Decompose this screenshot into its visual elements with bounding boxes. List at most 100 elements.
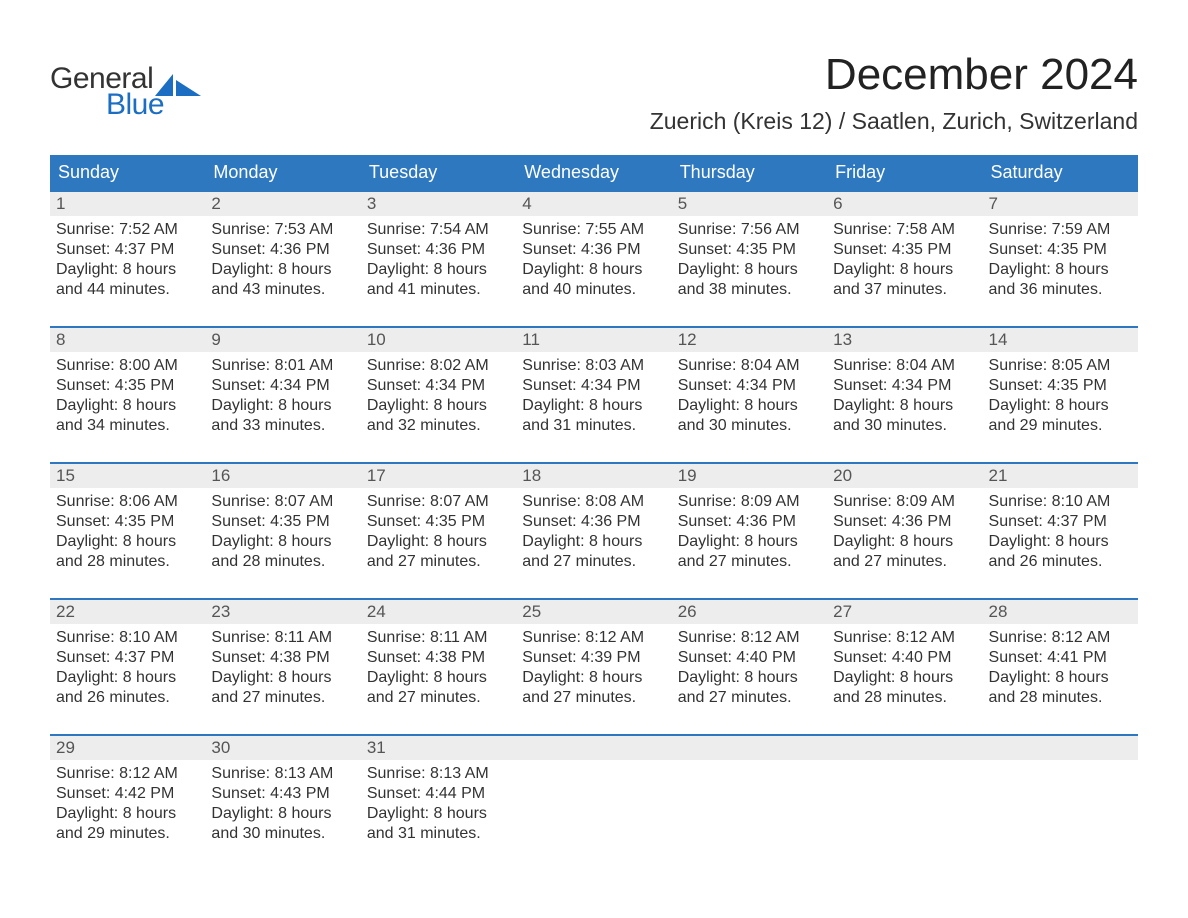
logo-text-blue: Blue	[106, 88, 164, 122]
daylight-text: Daylight: 8 hours	[367, 533, 487, 550]
day-number: 29	[50, 735, 205, 760]
day-cell: Sunrise: 8:00 AMSunset: 4:35 PMDaylight:…	[50, 352, 205, 463]
daylight-text: Daylight: 8 hours	[367, 397, 487, 414]
day-cell	[983, 760, 1138, 850]
daylight-text: Daylight: 8 hours	[678, 533, 798, 550]
sunrise-text: Sunrise: 8:12 AM	[989, 629, 1111, 646]
day-number: 11	[516, 327, 671, 352]
week-body-row: Sunrise: 8:00 AMSunset: 4:35 PMDaylight:…	[50, 352, 1138, 463]
daylight-text: Daylight: 8 hours	[522, 669, 642, 686]
daylight-text: and 29 minutes.	[56, 825, 170, 842]
sunrise-text: Sunrise: 8:06 AM	[56, 493, 178, 510]
daylight-text: Daylight: 8 hours	[211, 805, 331, 822]
day-cell: Sunrise: 8:12 AMSunset: 4:40 PMDaylight:…	[827, 624, 982, 735]
sunset-text: Sunset: 4:37 PM	[989, 513, 1107, 530]
daylight-text: Daylight: 8 hours	[522, 533, 642, 550]
daylight-text: and 31 minutes.	[522, 417, 636, 434]
daylight-text: and 27 minutes.	[678, 689, 792, 706]
sunrise-text: Sunrise: 7:56 AM	[678, 221, 800, 238]
sunrise-text: Sunrise: 8:13 AM	[367, 765, 489, 782]
sunrise-text: Sunrise: 8:07 AM	[367, 493, 489, 510]
daylight-text: and 27 minutes.	[678, 553, 792, 570]
sunset-text: Sunset: 4:35 PM	[211, 513, 329, 530]
day-number: 13	[827, 327, 982, 352]
daylight-text: Daylight: 8 hours	[989, 397, 1109, 414]
daylight-text: Daylight: 8 hours	[833, 533, 953, 550]
sunrise-text: Sunrise: 8:05 AM	[989, 357, 1111, 374]
weekday-header: Friday	[827, 155, 982, 191]
sunset-text: Sunset: 4:36 PM	[833, 513, 951, 530]
logo: General Blue	[50, 50, 201, 122]
daylight-text: and 32 minutes.	[367, 417, 481, 434]
day-number	[827, 735, 982, 760]
day-number: 9	[205, 327, 360, 352]
sunrise-text: Sunrise: 8:04 AM	[678, 357, 800, 374]
day-cell: Sunrise: 8:11 AMSunset: 4:38 PMDaylight:…	[361, 624, 516, 735]
sunset-text: Sunset: 4:36 PM	[678, 513, 796, 530]
week-number-row: 1 2 3 4 5 6 7	[50, 191, 1138, 216]
daylight-text: Daylight: 8 hours	[678, 669, 798, 686]
weekday-header-row: Sunday Monday Tuesday Wednesday Thursday…	[50, 155, 1138, 191]
sunrise-text: Sunrise: 8:09 AM	[678, 493, 800, 510]
day-cell: Sunrise: 7:54 AMSunset: 4:36 PMDaylight:…	[361, 216, 516, 327]
day-cell: Sunrise: 7:59 AMSunset: 4:35 PMDaylight:…	[983, 216, 1138, 327]
sunset-text: Sunset: 4:43 PM	[211, 785, 329, 802]
day-cell: Sunrise: 7:53 AMSunset: 4:36 PMDaylight:…	[205, 216, 360, 327]
sunset-text: Sunset: 4:36 PM	[522, 241, 640, 258]
week-number-row: 8 9 10 11 12 13 14	[50, 327, 1138, 352]
day-number: 4	[516, 191, 671, 216]
sunset-text: Sunset: 4:37 PM	[56, 241, 174, 258]
day-number: 5	[672, 191, 827, 216]
day-cell	[827, 760, 982, 850]
day-number: 27	[827, 599, 982, 624]
sunset-text: Sunset: 4:41 PM	[989, 649, 1107, 666]
sunrise-text: Sunrise: 8:01 AM	[211, 357, 333, 374]
day-number: 8	[50, 327, 205, 352]
daylight-text: Daylight: 8 hours	[211, 533, 331, 550]
day-cell: Sunrise: 8:10 AMSunset: 4:37 PMDaylight:…	[983, 488, 1138, 599]
sunrise-text: Sunrise: 8:03 AM	[522, 357, 644, 374]
sunset-text: Sunset: 4:36 PM	[367, 241, 485, 258]
sunset-text: Sunset: 4:40 PM	[678, 649, 796, 666]
sunrise-text: Sunrise: 7:52 AM	[56, 221, 178, 238]
daylight-text: and 40 minutes.	[522, 281, 636, 298]
sunrise-text: Sunrise: 8:12 AM	[522, 629, 644, 646]
sunrise-text: Sunrise: 8:12 AM	[56, 765, 178, 782]
sunset-text: Sunset: 4:35 PM	[833, 241, 951, 258]
location-subtitle: Zuerich (Kreis 12) / Saatlen, Zurich, Sw…	[650, 108, 1138, 135]
daylight-text: and 28 minutes.	[56, 553, 170, 570]
sunset-text: Sunset: 4:35 PM	[989, 241, 1107, 258]
sunrise-text: Sunrise: 7:54 AM	[367, 221, 489, 238]
day-cell: Sunrise: 8:04 AMSunset: 4:34 PMDaylight:…	[827, 352, 982, 463]
daylight-text: Daylight: 8 hours	[989, 533, 1109, 550]
sunset-text: Sunset: 4:36 PM	[211, 241, 329, 258]
sunset-text: Sunset: 4:34 PM	[522, 377, 640, 394]
daylight-text: and 27 minutes.	[211, 689, 325, 706]
daylight-text: and 43 minutes.	[211, 281, 325, 298]
day-cell: Sunrise: 8:02 AMSunset: 4:34 PMDaylight:…	[361, 352, 516, 463]
daylight-text: Daylight: 8 hours	[56, 533, 176, 550]
day-cell: Sunrise: 8:12 AMSunset: 4:42 PMDaylight:…	[50, 760, 205, 850]
sunrise-text: Sunrise: 7:58 AM	[833, 221, 955, 238]
daylight-text: and 31 minutes.	[367, 825, 481, 842]
sunset-text: Sunset: 4:36 PM	[522, 513, 640, 530]
daylight-text: and 38 minutes.	[678, 281, 792, 298]
day-cell: Sunrise: 7:56 AMSunset: 4:35 PMDaylight:…	[672, 216, 827, 327]
day-number: 28	[983, 599, 1138, 624]
day-cell: Sunrise: 7:55 AMSunset: 4:36 PMDaylight:…	[516, 216, 671, 327]
day-number: 7	[983, 191, 1138, 216]
weekday-header: Saturday	[983, 155, 1138, 191]
day-number: 3	[361, 191, 516, 216]
daylight-text: Daylight: 8 hours	[56, 261, 176, 278]
calendar-body: 1 2 3 4 5 6 7 Sunrise: 7:52 AM Sunset: 4:…	[50, 191, 1138, 850]
day-cell: Sunrise: 8:07 AM Sunset: 4:35 PM Daylight:…	[205, 488, 360, 599]
day-number: 23	[205, 599, 360, 624]
calendar-table: Sunday Monday Tuesday Wednesday Thursday…	[50, 155, 1138, 850]
day-number: 31	[361, 735, 516, 760]
day-number: 18	[516, 463, 671, 488]
sunrise-text: Sunrise: 8:07 AM	[211, 493, 333, 510]
day-cell: Sunrise: 8:06 AMSunset: 4:35 PMDaylight:…	[50, 488, 205, 599]
day-number: 25	[516, 599, 671, 624]
day-cell: Sunrise: 8:03 AMSunset: 4:34 PMDaylight:…	[516, 352, 671, 463]
sunset-text: Sunset: 4:34 PM	[367, 377, 485, 394]
